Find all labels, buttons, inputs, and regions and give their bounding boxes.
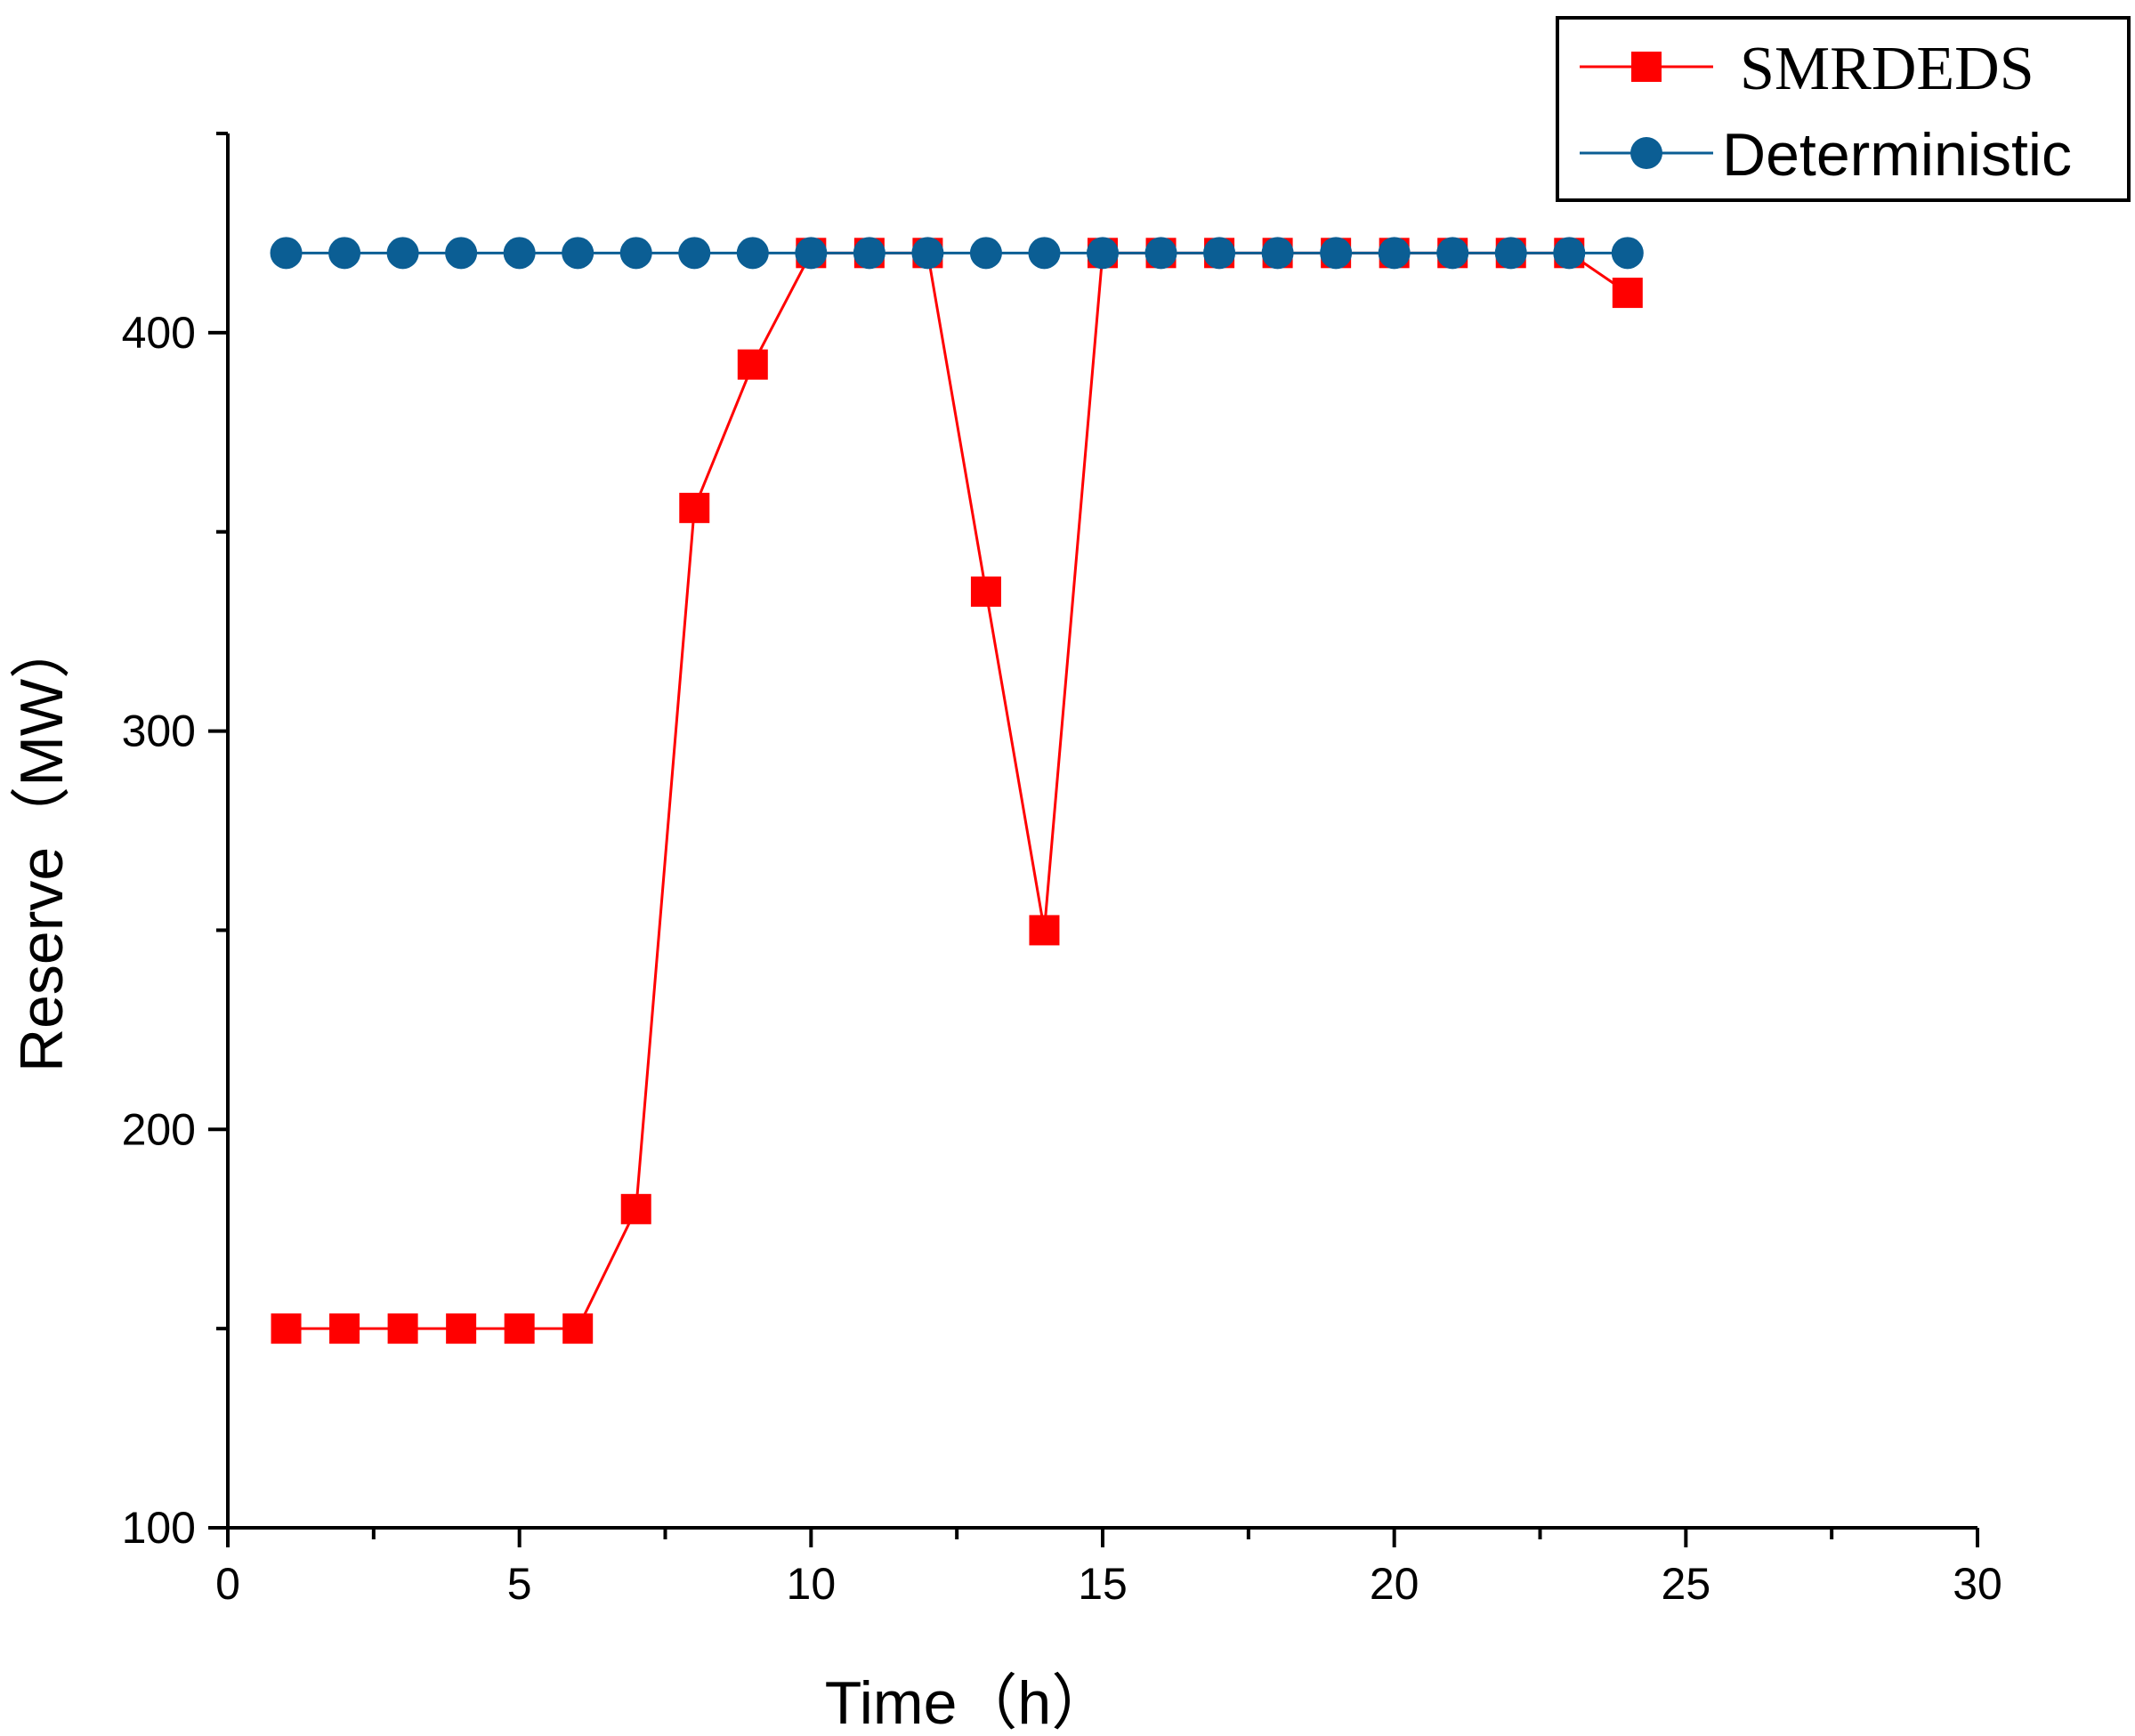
series-smrdeds <box>271 238 1643 1344</box>
x-tick-label: 30 <box>1953 1559 2002 1609</box>
data-point-smrdeds <box>387 1313 418 1344</box>
data-point-deterministic <box>736 237 769 270</box>
legend-label-deterministic: Deterministic <box>1722 121 2072 189</box>
y-axis-title: Reserve（MW） <box>8 618 76 1072</box>
x-tick-label: 15 <box>1078 1559 1128 1609</box>
legend: SMRDEDS Deterministic <box>1556 16 2131 202</box>
data-point-smrdeds <box>1612 278 1643 309</box>
legend-marker-deterministic <box>1630 137 1662 169</box>
data-point-deterministic <box>445 237 478 270</box>
data-point-deterministic <box>1611 237 1644 270</box>
data-point-smrdeds <box>446 1313 477 1344</box>
data-point-deterministic <box>1203 237 1236 270</box>
data-point-smrdeds <box>504 1313 535 1344</box>
data-point-deterministic <box>562 237 594 270</box>
data-point-smrdeds <box>620 1193 651 1224</box>
data-point-deterministic <box>503 237 536 270</box>
data-point-smrdeds <box>679 492 710 523</box>
data-point-smrdeds <box>737 349 768 380</box>
data-point-deterministic <box>1378 237 1411 270</box>
data-point-deterministic <box>1087 237 1119 270</box>
x-tick-label: 25 <box>1662 1559 1711 1609</box>
y-tick-label: 100 <box>122 1503 196 1553</box>
data-point-deterministic <box>795 237 828 270</box>
x-tick-label: 20 <box>1370 1559 1419 1609</box>
data-point-deterministic <box>270 237 303 270</box>
series-layer <box>270 237 1644 1344</box>
data-point-deterministic <box>1436 237 1469 270</box>
x-axis-title: Time（h） <box>825 1669 1112 1736</box>
data-point-smrdeds <box>1029 915 1060 946</box>
data-point-smrdeds <box>970 576 1001 607</box>
data-point-smrdeds <box>271 1313 302 1344</box>
x-tick-label: 10 <box>787 1559 837 1609</box>
data-point-smrdeds <box>562 1313 594 1344</box>
data-point-smrdeds <box>329 1313 360 1344</box>
data-point-deterministic <box>678 237 711 270</box>
legend-box <box>1556 16 2131 202</box>
data-point-deterministic <box>1028 237 1061 270</box>
x-tick-label: 5 <box>507 1559 532 1609</box>
data-point-deterministic <box>853 237 886 270</box>
data-point-deterministic <box>619 237 652 270</box>
data-point-deterministic <box>1553 237 1586 270</box>
data-point-deterministic <box>911 237 944 270</box>
y-tick-label: 300 <box>122 707 196 756</box>
data-point-deterministic <box>1320 237 1353 270</box>
data-point-deterministic <box>1144 237 1177 270</box>
series-line-smrdeds <box>286 251 1629 1330</box>
data-point-deterministic <box>1261 237 1294 270</box>
series-deterministic <box>270 237 1644 270</box>
data-point-deterministic <box>386 237 419 270</box>
legend-marker-smrdeds <box>1631 52 1662 82</box>
data-point-deterministic <box>1494 237 1527 270</box>
x-tick-label: 0 <box>215 1559 240 1609</box>
axes: 0 5 10 15 20 25 30 100 200 300 400 <box>122 132 2002 1609</box>
legend-label-smrdeds: SMRDEDS <box>1740 35 2034 103</box>
y-tick-label: 200 <box>122 1104 196 1154</box>
data-point-deterministic <box>328 237 361 270</box>
y-tick-label: 400 <box>122 308 196 358</box>
data-point-deterministic <box>969 237 1002 270</box>
